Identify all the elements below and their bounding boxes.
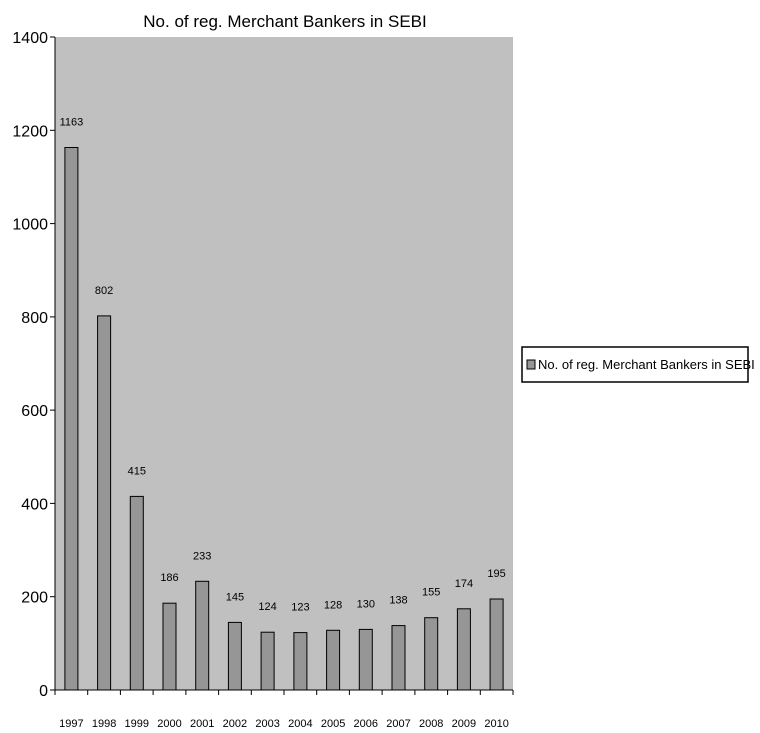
data-label-2008: 155 <box>422 587 440 599</box>
data-label-2007: 138 <box>389 595 407 607</box>
x-tick-label-2010: 2010 <box>484 718 508 730</box>
y-tick-label-200: 200 <box>21 590 48 607</box>
x-axis-ticks: 1997 1998 1999 2000 2001 2002 2003 2004 2005 2006… <box>54 690 514 730</box>
legend-box <box>521 346 749 383</box>
bar-2010 <box>489 598 504 691</box>
bar-2000 <box>162 602 177 691</box>
x-tick-label-2004: 2004 <box>288 718 312 730</box>
data-label-2002: 145 <box>226 591 244 603</box>
bar-2004 <box>293 632 308 691</box>
data-label-2005: 128 <box>324 599 342 611</box>
chart-title: No. of reg. Merchant Bankers in SEBI <box>143 12 426 31</box>
x-tick-label-2005: 2005 <box>321 718 345 730</box>
bar-2008 <box>424 617 439 691</box>
bar-2005 <box>326 629 341 691</box>
data-label-1997: 1163 <box>60 117 84 129</box>
y-tick-label-400: 400 <box>21 496 48 513</box>
data-label-1998: 802 <box>95 285 113 297</box>
data-label-2003: 124 <box>258 601 276 613</box>
data-label-2006: 130 <box>357 598 375 610</box>
x-tick-label-1997: 1997 <box>59 718 83 730</box>
x-tick-label-2009: 2009 <box>452 718 476 730</box>
x-tick-label-1998: 1998 <box>92 718 116 730</box>
y-tick-label-0: 0 <box>39 683 48 700</box>
data-label-1999: 415 <box>128 465 146 477</box>
x-tick-label-1999: 1999 <box>125 718 149 730</box>
bar-1997 <box>64 147 79 691</box>
legend-label: No. of reg. Merchant Bankers in SEBI <box>538 357 755 372</box>
y-axis-ticks: 0 200 400 600 800 1000 1200 1400 <box>12 30 55 700</box>
plot-area <box>55 37 513 690</box>
legend: No. of reg. Merchant Bankers in SEBI <box>521 346 755 383</box>
x-tick-label-2003: 2003 <box>255 718 279 730</box>
bar-2001 <box>195 580 210 691</box>
x-tick-label-2002: 2002 <box>223 718 247 730</box>
y-tick-label-1200: 1200 <box>12 123 48 140</box>
x-tick-label-2006: 2006 <box>354 718 378 730</box>
y-tick-label-1000: 1000 <box>12 217 48 234</box>
bar-2006 <box>358 628 373 691</box>
x-tick-label-2008: 2008 <box>419 718 443 730</box>
legend-swatch <box>526 359 536 370</box>
data-label-2000: 186 <box>160 572 178 584</box>
bar-2003 <box>260 631 275 691</box>
x-tick-label-2001: 2001 <box>190 718 214 730</box>
bar-2002 <box>227 621 242 691</box>
bar-1999 <box>129 495 144 691</box>
data-label-2010: 195 <box>487 568 505 580</box>
data-label-2001: 233 <box>193 550 211 562</box>
y-tick-label-800: 800 <box>21 310 48 327</box>
data-label-2004: 123 <box>291 602 309 614</box>
data-labels-group: 1163 802 415 186 233 145 124 123 128 130 138 155 174… <box>60 117 506 614</box>
y-tick-label-600: 600 <box>21 403 48 420</box>
x-tick-label-2007: 2007 <box>386 718 410 730</box>
bar-1998 <box>97 315 112 691</box>
x-tick-label-2000: 2000 <box>157 718 181 730</box>
bar-2009 <box>456 608 471 691</box>
bar-2007 <box>391 625 406 691</box>
data-label-2009: 174 <box>455 578 473 590</box>
bars-group <box>64 147 504 691</box>
y-tick-label-1400: 1400 <box>12 30 48 47</box>
